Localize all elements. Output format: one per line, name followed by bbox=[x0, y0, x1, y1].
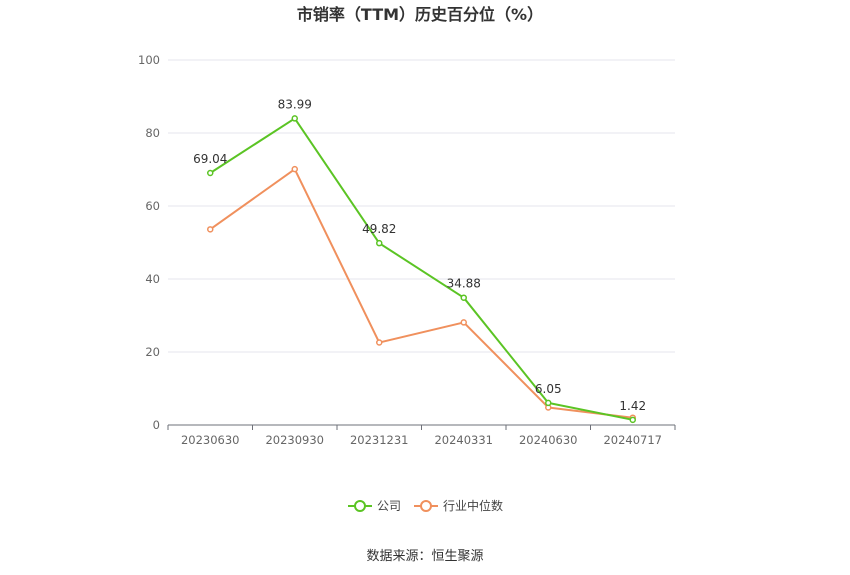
data-labels: 69.04 83.99 49.82 34.88 6.05 1.42 bbox=[193, 97, 646, 412]
data-label: 6.05 bbox=[535, 382, 562, 396]
data-label: 83.99 bbox=[278, 97, 312, 111]
series-line bbox=[209, 168, 633, 419]
legend-label: 公司 bbox=[377, 499, 401, 513]
data-point bbox=[376, 339, 383, 346]
data-label: 49.82 bbox=[362, 222, 396, 236]
data-point bbox=[291, 115, 298, 122]
data-point bbox=[629, 416, 636, 424]
y-tick-label: 0 bbox=[153, 418, 160, 432]
data-point bbox=[291, 165, 298, 173]
series-lines bbox=[207, 115, 636, 424]
legend: 公司 行业中位数 bbox=[348, 498, 503, 513]
grid-lines bbox=[168, 59, 675, 353]
series-line bbox=[209, 117, 633, 421]
data-point bbox=[207, 169, 214, 177]
legend-marker bbox=[354, 500, 366, 512]
x-axis bbox=[167, 424, 676, 430]
x-tick-label: 20230630 bbox=[181, 433, 240, 447]
x-tick-label: 20230930 bbox=[265, 433, 324, 447]
x-tick-label: 20231231 bbox=[350, 433, 409, 447]
legend-label: 行业中位数 bbox=[443, 498, 503, 513]
source-text: 数据来源：恒生聚源 bbox=[366, 549, 483, 564]
y-tick-label: 40 bbox=[145, 272, 160, 286]
y-tick-label: 20 bbox=[145, 345, 160, 359]
chart-title: 市销率（TTM）历史百分位（%） bbox=[297, 5, 543, 24]
data-label: 1.42 bbox=[619, 399, 646, 413]
y-tick-label: 80 bbox=[145, 126, 160, 140]
x-tick-labels: 20230630 20230930 20231231 20240331 20240630… bbox=[181, 433, 662, 447]
x-tick-label: 20240717 bbox=[603, 433, 662, 447]
data-label: 34.88 bbox=[447, 277, 481, 291]
y-tick-label: 100 bbox=[138, 53, 160, 67]
data-point bbox=[376, 239, 383, 247]
data-label: 69.04 bbox=[193, 152, 227, 166]
x-tick-label: 20240630 bbox=[519, 433, 578, 447]
legend-item[interactable]: 行业中位数 bbox=[414, 498, 503, 513]
legend-item[interactable]: 公司 bbox=[348, 499, 401, 513]
x-tick-label: 20240331 bbox=[434, 433, 493, 447]
data-point bbox=[207, 226, 214, 233]
legend-marker bbox=[420, 500, 432, 512]
data-point bbox=[545, 399, 552, 407]
data-point bbox=[460, 319, 467, 326]
data-point bbox=[460, 294, 467, 301]
y-tick-labels: 0 20 40 60 80 100 bbox=[138, 53, 160, 432]
y-tick-label: 60 bbox=[145, 199, 160, 213]
